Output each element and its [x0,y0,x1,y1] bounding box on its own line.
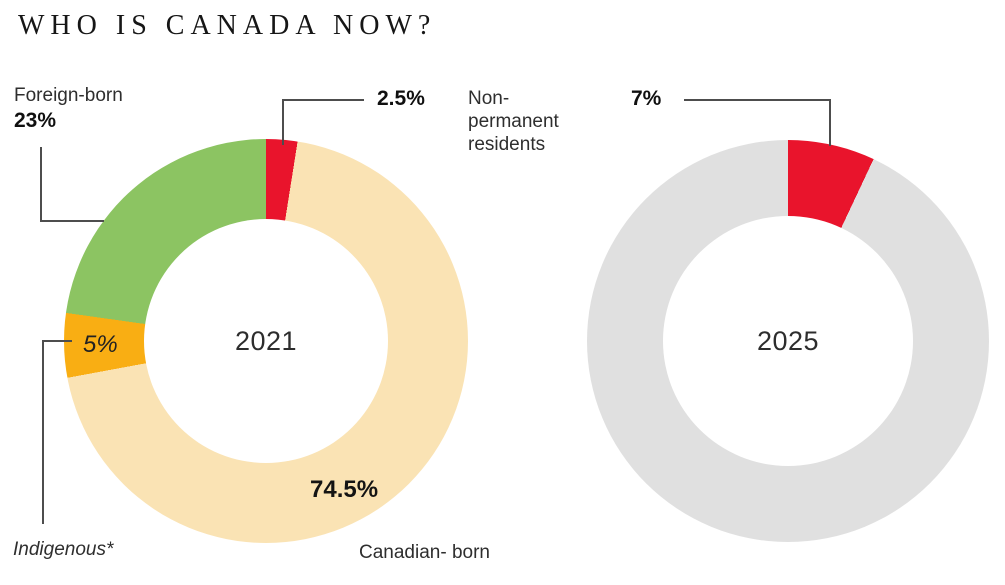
page-title: WHO IS CANADA NOW? [18,10,437,41]
indigenous-segment-value: 5% [83,331,118,358]
foreign-born-value: 23% [14,109,57,132]
donut-chart-2025: 2025 [587,140,989,542]
canadian-born-label: Canadian- born [359,542,490,563]
donut-2025-hole: 2025 [663,216,913,466]
leader-line-non-permanent-2021 [282,99,364,145]
donut-2021-hole: 2021 [144,219,388,463]
non-permanent-residents-label: Non-permanent residents [468,88,559,155]
callout-foreign-born: Foreign-born 23% [14,84,123,132]
leader-line-indigenous [42,340,72,524]
leader-line-non-permanent-2025 [684,99,831,146]
donut-2021-center-label: 2021 [234,325,298,356]
non-permanent-2025-value: 7% [631,87,662,110]
donut-chart-2021: 2021 [64,139,468,543]
donut-2025-center-label: 2025 [756,325,820,356]
leader-line-foreign-born [40,147,104,222]
indigenous-label: Indigenous* [13,539,114,560]
non-permanent-2021-value: 2.5% [377,87,425,110]
foreign-born-label: Foreign-born [14,85,123,106]
canadian-born-segment-value: 74.5% [310,476,379,503]
